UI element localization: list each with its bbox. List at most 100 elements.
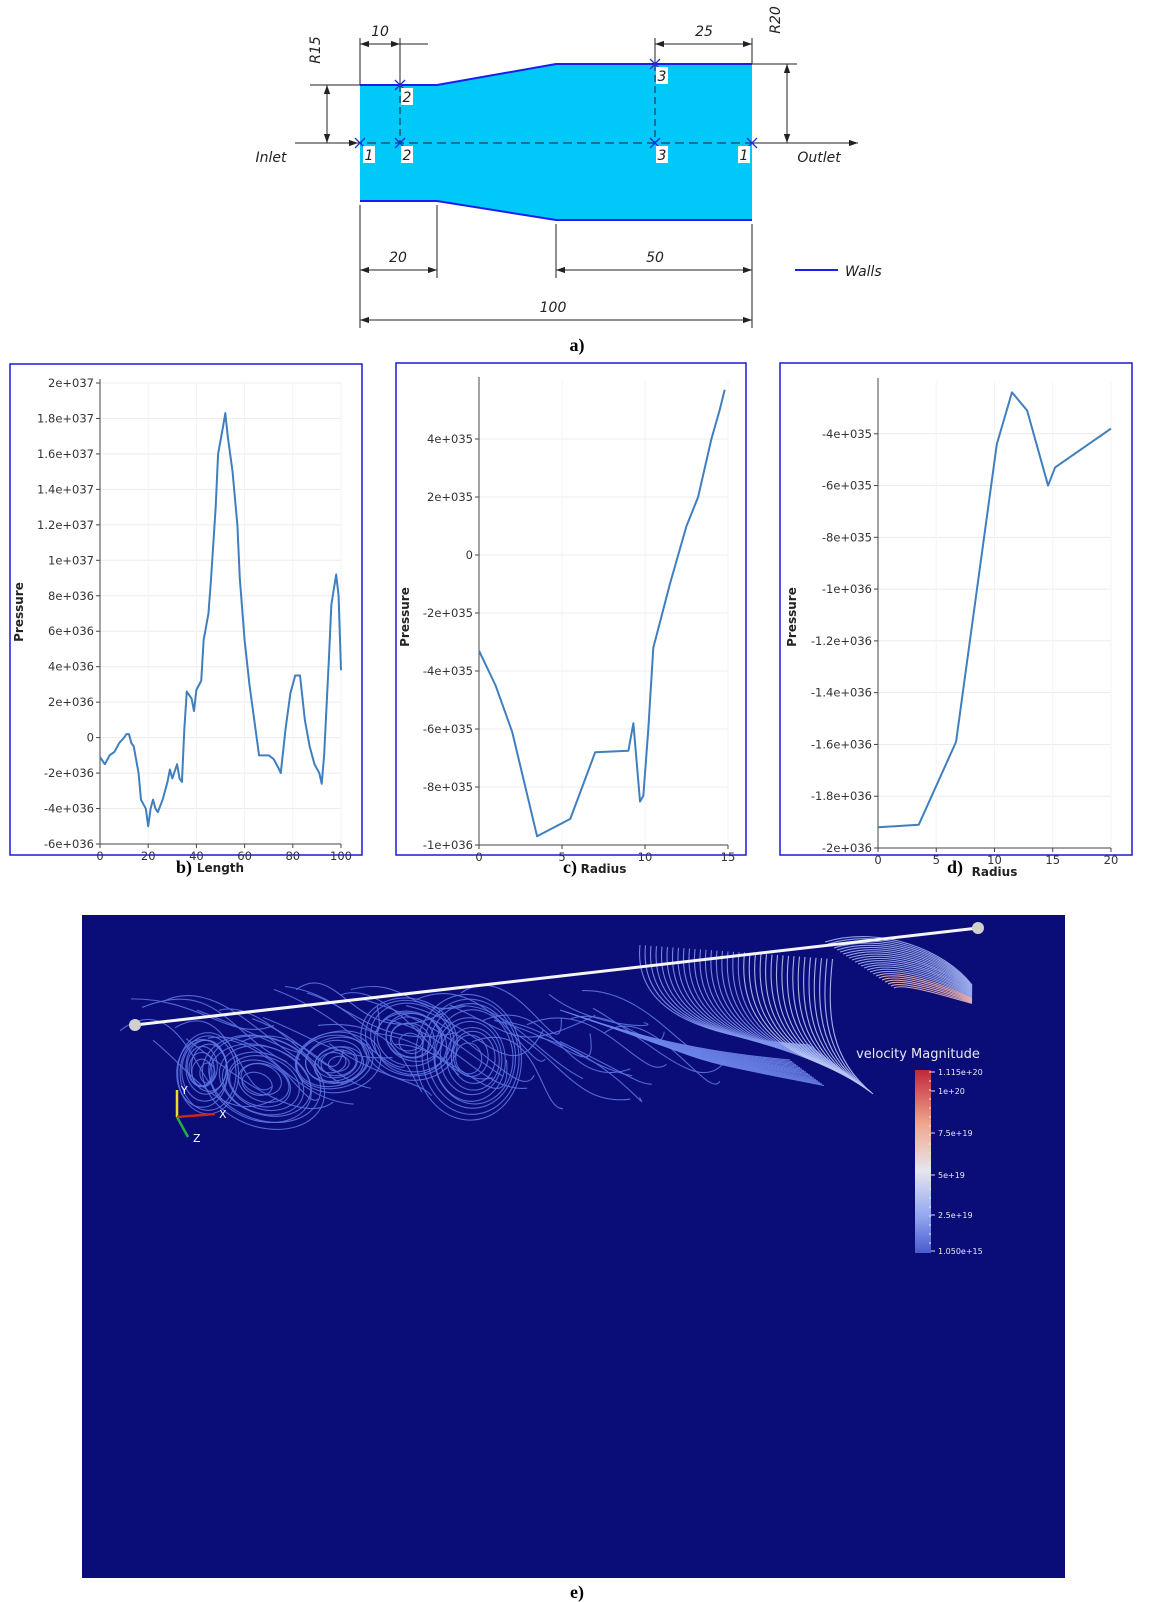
streamline [446, 1026, 500, 1091]
streamline [295, 982, 443, 1025]
y-axis-title: Pressure [12, 582, 26, 642]
y-tick-label: 2e+037 [48, 376, 94, 390]
y-tick-label: -1.6e+036 [811, 737, 872, 751]
streamline [890, 984, 973, 1004]
streamline [813, 957, 868, 1091]
x-axis-title: Length [197, 861, 244, 875]
streamline [872, 970, 973, 999]
point-label: 2 [403, 148, 412, 164]
streamline [438, 1005, 584, 1080]
y-tick-label: -6e+035 [822, 479, 872, 493]
x-tick-label: 5 [558, 850, 565, 864]
y-tick-label: -1e+036 [423, 838, 473, 852]
y-tick-label: -6e+036 [44, 837, 94, 851]
charts: 2e+037 1.8e+037 1.6e+037 1.4e+037 1.2e+037 1e… [9, 362, 1133, 879]
streamline [869, 968, 973, 998]
y-tick-label: -1.2e+036 [811, 634, 872, 648]
streamline [221, 1051, 305, 1116]
line-chart: 4e+035 2e+035 0 -2e+035 -4e+035 -6e+035 -8e+03… [395, 362, 747, 876]
streamline [394, 1043, 508, 1089]
probe-end [972, 922, 984, 934]
y-axis-title: Pressure [398, 587, 412, 647]
dimension-label: 10 [371, 24, 389, 40]
legend-label: Walls [845, 264, 882, 280]
streamline [328, 1043, 433, 1097]
streamline [661, 1043, 825, 1087]
streamline [603, 1025, 721, 1085]
point-label: 1 [365, 148, 374, 164]
streamline [370, 1002, 452, 1073]
x-tick-label: 15 [721, 850, 736, 864]
y-tick-label: -4e+035 [423, 664, 473, 678]
y-tick-label: 4e+036 [48, 660, 94, 674]
colorbar-label: 5e+19 [938, 1171, 965, 1180]
y-tick-label: 1e+037 [48, 553, 94, 567]
y-tick-label: -2e+036 [44, 766, 94, 780]
colorbar-label: 1.050e+15 [938, 1247, 983, 1256]
y-tick-label: -4e+036 [44, 802, 94, 816]
y-tick-label: 1.6e+037 [37, 447, 94, 461]
streamline [857, 960, 973, 995]
y-tick-label: -2e+035 [423, 606, 473, 620]
y-tick-label: 1.4e+037 [37, 482, 94, 496]
streamline [306, 992, 457, 1038]
caption: d) [947, 857, 963, 878]
streamline [350, 985, 466, 1010]
x-tick-label: 40 [189, 849, 204, 863]
extension-lines [310, 38, 797, 328]
streamline [199, 1062, 216, 1084]
dimension-label: 20 [389, 250, 407, 266]
streamline [824, 958, 872, 1094]
panel-frame [9, 363, 363, 856]
streamline [295, 1030, 382, 1094]
streamline [893, 986, 973, 1004]
x-tick-label: 0 [96, 849, 103, 863]
streamline [887, 981, 973, 1003]
y-tick-label: -6e+035 [423, 722, 473, 736]
x-tick-label: 0 [475, 850, 482, 864]
axis-label: Y [180, 1084, 188, 1097]
flow-visualization: velocity Magnitude 1.115e+20 1e+20 7.5e+19… [82, 915, 1065, 1578]
streamline [152, 1039, 278, 1108]
streamline [179, 1035, 237, 1111]
channel [360, 64, 752, 220]
streamline [875, 973, 973, 1000]
streamline [863, 964, 973, 996]
streamline [827, 938, 973, 987]
colorbar-label: 1e+20 [938, 1087, 965, 1096]
streamline [515, 1033, 631, 1101]
y-tick-label: -2e+036 [822, 841, 872, 855]
streamline [373, 1012, 448, 1076]
x-tick-label: 0 [874, 853, 881, 867]
colorbar-label: 1.115e+20 [938, 1068, 983, 1077]
streamline [829, 958, 874, 1095]
x-tick-label: 10 [638, 850, 653, 864]
streamline [860, 962, 973, 996]
axis-label: Z [193, 1132, 201, 1145]
x-tick-label: 10 [987, 853, 1002, 867]
point-label: 1 [740, 148, 749, 164]
streamline [389, 1022, 431, 1058]
streamline [839, 946, 973, 990]
y-tick-label: -1e+036 [822, 582, 872, 596]
streamline [426, 1002, 517, 1109]
y-tick-label: 6e+036 [48, 624, 94, 638]
inlet-label: Inlet [256, 150, 288, 166]
probe-line [134, 926, 979, 1027]
streamline [452, 1034, 489, 1078]
streamline [471, 1036, 564, 1110]
point-label: 2 [403, 90, 412, 106]
streamline [854, 957, 973, 994]
panel-frame [779, 362, 1133, 856]
axis-label: X [219, 1108, 227, 1121]
streamline [848, 953, 973, 992]
wall [360, 200, 752, 221]
panel-frame [395, 362, 747, 856]
caption: e) [570, 1582, 584, 1602]
x-axis-title: Radius [972, 865, 1018, 879]
streamline [493, 1019, 592, 1058]
y-tick-label: 2e+036 [48, 695, 94, 709]
streamline [251, 1018, 345, 1067]
dimension-label: R15 [308, 36, 324, 64]
